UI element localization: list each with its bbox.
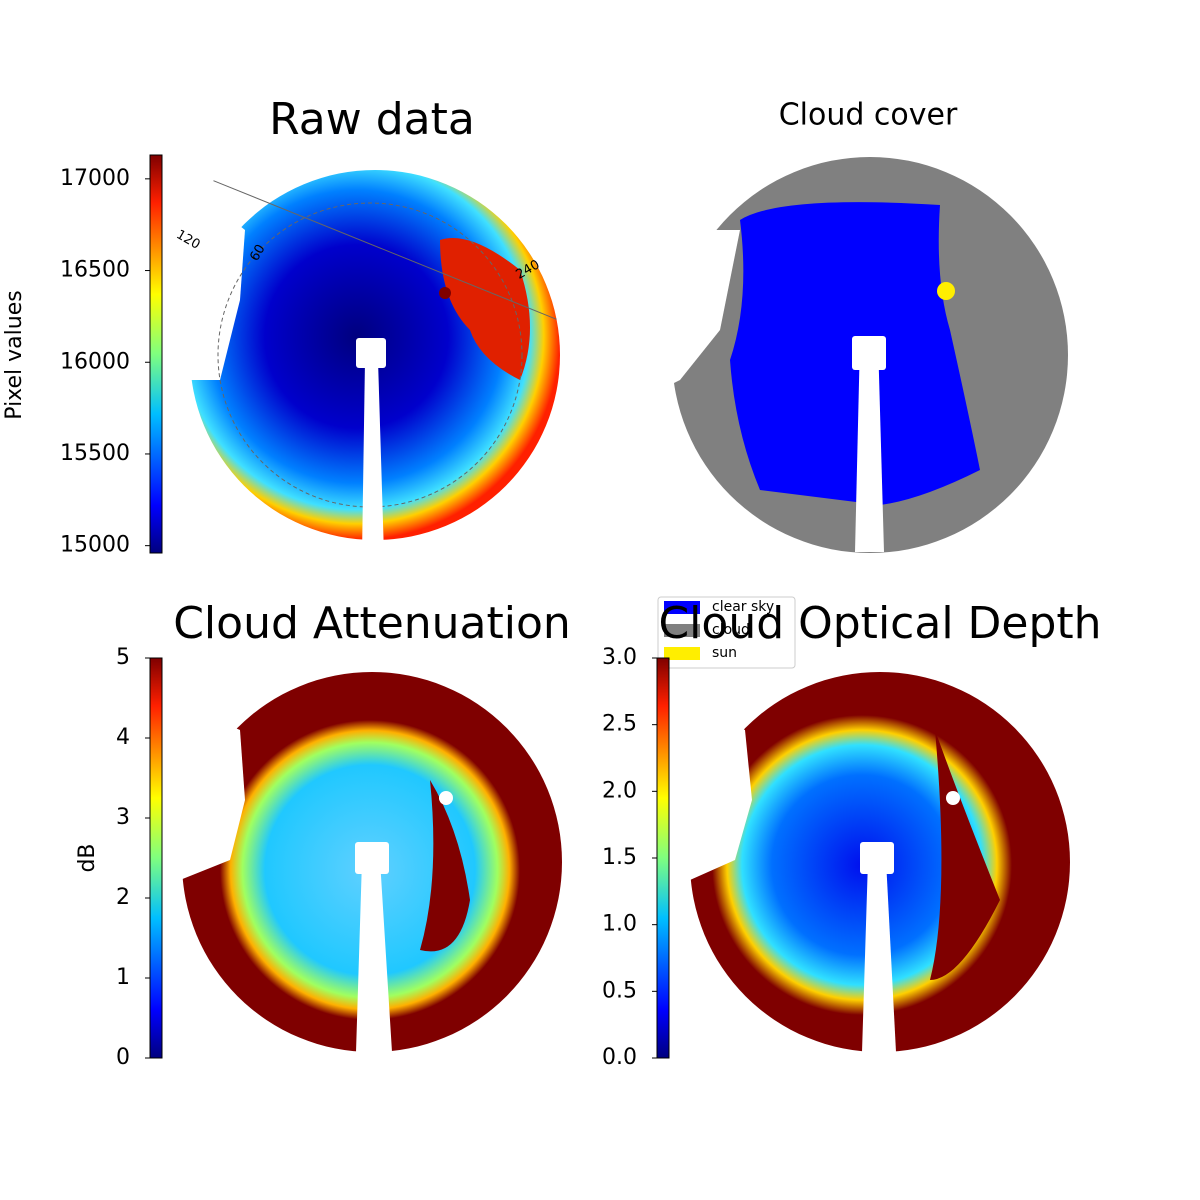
colorbar-label: Pixel values bbox=[2, 290, 27, 419]
raw-image bbox=[170, 170, 560, 555]
attenuation-image bbox=[170, 672, 562, 1052]
colorbar-tick-label: 3 bbox=[116, 805, 130, 830]
colorbar-tick-label: 2.5 bbox=[602, 712, 637, 737]
legend-label: clear sky bbox=[712, 599, 774, 615]
colorbar-tick-label: 1 bbox=[116, 965, 130, 990]
colorbar-tick-label: 2.0 bbox=[602, 778, 637, 803]
colorbar-tick-label: 5 bbox=[116, 645, 130, 670]
colorbar-tick-label: 0 bbox=[116, 1045, 130, 1070]
colorbar-tick-label: 1.5 bbox=[602, 845, 637, 870]
cloud-cover-image bbox=[660, 157, 1068, 553]
panel-title: Raw data bbox=[269, 94, 475, 145]
colorbar-tick-label: 2 bbox=[116, 885, 130, 910]
panel-title: Cloud Attenuation bbox=[173, 598, 571, 649]
colorbar bbox=[149, 657, 163, 1059]
colorbar-tick-label: 1.0 bbox=[602, 912, 637, 937]
colorbar-tick-label: 16000 bbox=[60, 349, 130, 374]
legend-swatch bbox=[664, 647, 700, 660]
legend-label: sun bbox=[712, 645, 737, 661]
optical-depth-image bbox=[680, 672, 1070, 1052]
colorbar bbox=[149, 154, 163, 554]
legend-swatch bbox=[664, 601, 700, 614]
legend-swatch bbox=[664, 624, 700, 637]
panel-title: Cloud cover bbox=[779, 98, 958, 133]
colorbar-tick-label: 17000 bbox=[60, 166, 130, 191]
colorbar-tick-label: 15000 bbox=[60, 533, 130, 558]
colorbar-tick-label: 0.5 bbox=[602, 978, 637, 1003]
colorbar-tick-label: 16500 bbox=[60, 258, 130, 283]
panel-title: Cloud Optical Depth bbox=[658, 598, 1101, 649]
polar-label: 60 bbox=[247, 242, 268, 264]
colorbar-tick-label: 0.0 bbox=[602, 1045, 637, 1070]
legend-label: cloud bbox=[712, 622, 750, 638]
colorbar bbox=[656, 657, 670, 1059]
colorbar-label: dB bbox=[75, 843, 100, 872]
colorbar-tick-label: 4 bbox=[116, 725, 130, 750]
colorbar-tick-label: 15500 bbox=[60, 441, 130, 466]
colorbar-tick-label: 3.0 bbox=[602, 645, 637, 670]
